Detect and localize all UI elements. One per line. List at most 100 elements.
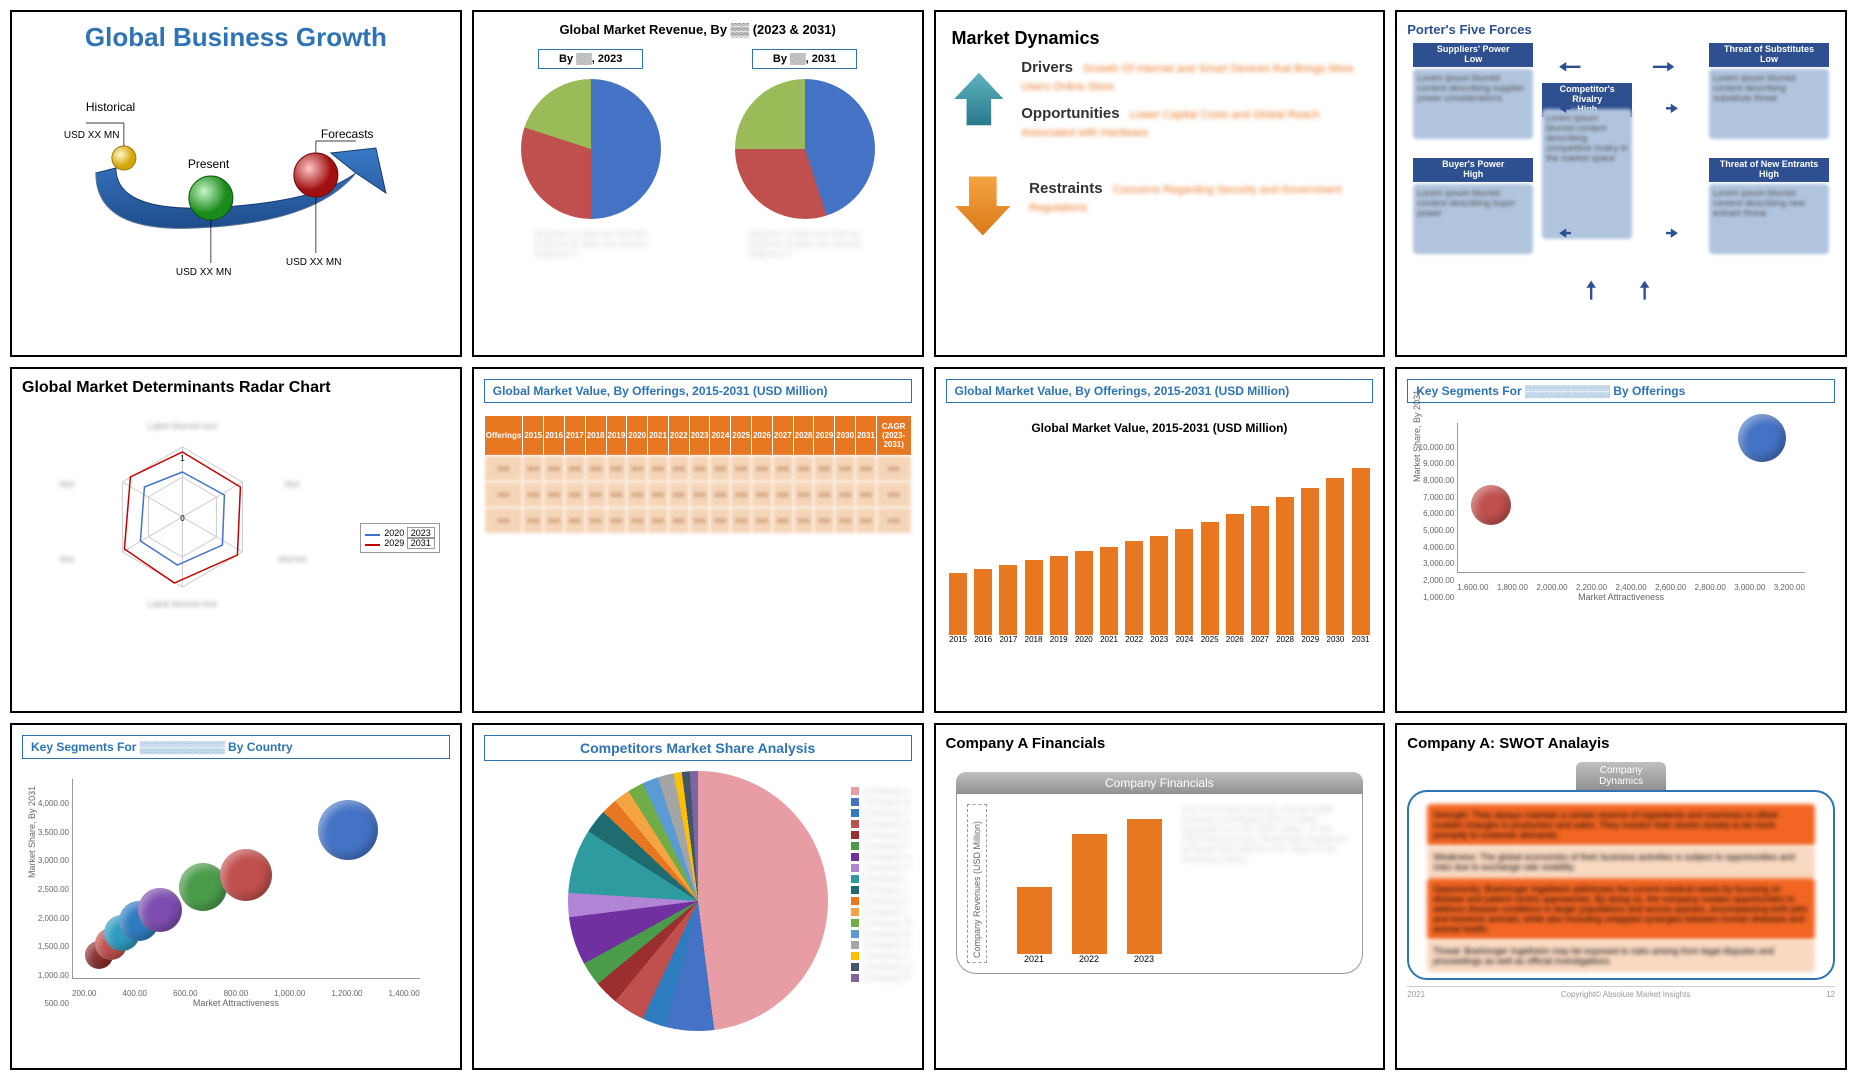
drivers-label: Drivers [1021, 59, 1073, 76]
present-value: USD XX MN [176, 267, 232, 278]
xaxis-label: Market Attractiveness [1407, 592, 1835, 602]
market-revenue-card: Global Market Revenue, By ▒▒ (2023 & 203… [472, 10, 924, 357]
svg-text:Label blurred text: Label blurred text [148, 599, 218, 609]
card1-title: Global Business Growth [22, 22, 450, 53]
financials-sidetext: Out of the total revenue, overall health… [1182, 804, 1353, 963]
pie-2023 [521, 79, 661, 219]
radar-legend: 2020 2023 2029 2031 [360, 523, 440, 553]
legend-item: Segment A label text blurred [534, 229, 648, 239]
svg-text:blur: blur [60, 479, 75, 489]
historical-value: USD XX MN [64, 130, 120, 141]
forecast-label: Forecasts [321, 127, 374, 141]
forecast-value: USD XX MN [286, 257, 342, 268]
segments-offerings-card: Key Segments For ▒▒▒▒▒▒▒▒▒▒ By Offerings… [1395, 367, 1847, 714]
svg-text:Label blurred text: Label blurred text [148, 421, 218, 431]
up-arrow-icon [946, 59, 1012, 139]
bar [1100, 547, 1118, 635]
bar [1201, 522, 1219, 635]
dashboard-grid: Global Business Growth [0, 0, 1857, 1080]
historical-label: Historical [86, 100, 135, 114]
bubble [1738, 414, 1786, 462]
radar-chart-card: Global Market Determinants Radar Chart 1… [10, 367, 462, 714]
bubble-area-offerings [1457, 423, 1805, 573]
bar [1301, 488, 1319, 634]
xticks: 1,600.001,800.002,000.002,200.002,400.00… [1457, 583, 1805, 592]
opportunities-label: Opportunities [1021, 105, 1119, 122]
footer-year: 2021 [1407, 990, 1425, 999]
svg-text:0: 0 [180, 514, 185, 523]
bar [1025, 560, 1043, 634]
card4-title: Porter's Five Forces [1407, 22, 1835, 37]
bar [974, 569, 992, 634]
bar [1251, 506, 1269, 634]
swot-tab: Company Dynamics [1576, 762, 1666, 790]
card2-title: Global Market Revenue, By ▒▒ (2023 & 203… [484, 22, 912, 37]
bar [949, 573, 967, 635]
card9-title: Key Segments For ▒▒▒▒▒▒▒▒▒▒ By Country [22, 735, 450, 759]
svg-text:blur: blur [285, 479, 300, 489]
legend-item: Segment A label text blurred [748, 229, 862, 239]
bar [1075, 551, 1093, 634]
market-value-table-card: Global Market Value, By Offerings, 2015-… [472, 367, 924, 714]
bubble-area-country [72, 779, 420, 979]
card12-title: Company A: SWOT Analayis [1407, 735, 1835, 752]
bar [1352, 468, 1370, 635]
porters-card: Porter's Five Forces Suppliers' PowerLow… [1395, 10, 1847, 357]
legend-item: Segment C [534, 249, 648, 259]
pie-a-legend: Segment A label text blurred Segment B l… [534, 229, 648, 259]
bar [1226, 514, 1244, 634]
competitors-pie [568, 771, 828, 1031]
legend-item: Segment C [748, 249, 862, 259]
restraints-label: Restraints [1029, 180, 1102, 197]
bubble [138, 888, 182, 932]
company-financials-card: Company A Financials Company Financials … [934, 723, 1386, 1070]
bar [1175, 529, 1193, 635]
offerings-table: Offerings2015201620172018201920202021202… [484, 415, 912, 534]
radar-svg: 1 0 Label blurred text blur blurred Labe… [22, 397, 343, 617]
present-label: Present [188, 157, 230, 171]
bar [1276, 497, 1294, 634]
legend-item: Segment B label text blurred [534, 239, 648, 249]
pie-b-legend: Segment A label text blurred Segment B l… [748, 229, 862, 259]
card7-box-title: Global Market Value, By Offerings, 2015-… [946, 379, 1374, 403]
xaxis-label: Market Attractiveness [22, 998, 450, 1008]
swot-footer: 2021 Copyright© Absolute Market Insights… [1407, 986, 1835, 999]
legend-item: Segment B label text blurred [748, 239, 862, 249]
market-value-bar-card: Global Market Value, By Offerings, 2015-… [934, 367, 1386, 714]
year-b-box: By ▒▒, 2031 [752, 49, 857, 69]
competitors-legend: Company ACompany BCompany CCompany DComp… [851, 785, 912, 984]
bubble [1471, 485, 1511, 525]
financials-ylabel: Company Revenues (USD Million) [967, 804, 987, 963]
down-arrow-icon [946, 166, 1020, 246]
bar [1326, 478, 1344, 634]
swot-body: Strength: They always maintain a certain… [1407, 790, 1835, 980]
bubble [220, 849, 272, 901]
growth-arrow-svg: Historical USD XX MN Present USD XX MN F… [22, 53, 450, 293]
card3-title: Market Dynamics [952, 28, 1374, 49]
card7-chart-title: Global Market Value, 2015-2031 (USD Mill… [946, 421, 1374, 435]
bar [1150, 536, 1168, 635]
card5-title: Global Market Determinants Radar Chart [22, 379, 450, 397]
segments-country-card: Key Segments For ▒▒▒▒▒▒▒▒▒▒ By Country 2… [10, 723, 462, 1070]
bubble [318, 800, 378, 860]
footer-copyright: Copyright© Absolute Market Insights [1561, 990, 1691, 999]
card10-title: Competitors Market Share Analysis [484, 735, 912, 761]
bar-chart-area [946, 455, 1374, 635]
year-a-box: By ▒▒, 2023 [538, 49, 643, 69]
bar [1050, 556, 1068, 635]
swot-card: Company A: SWOT Analayis Company Dynamic… [1395, 723, 1847, 1070]
footer-page: 12 [1826, 990, 1835, 999]
market-dynamics-card: Market Dynamics Drivers Growth Of Intern… [934, 10, 1386, 357]
card8-title: Key Segments For ▒▒▒▒▒▒▒▒▒▒ By Offerings [1407, 379, 1835, 403]
xticks: 200.00400.00600.00800.001,000.001,200.00… [72, 989, 420, 998]
svg-text:1: 1 [180, 454, 185, 463]
card11-title: Company A Financials [946, 735, 1374, 752]
bar [999, 565, 1017, 635]
financials-bars [1017, 804, 1162, 954]
bar [1125, 541, 1143, 634]
financials-years: 202120222023 [1017, 954, 1162, 964]
pie-2031 [735, 79, 875, 219]
bar-chart-xlabels: 2015201620172018201920202021202220232024… [946, 635, 1374, 644]
competitors-share-card: Competitors Market Share Analysis Compan… [472, 723, 924, 1070]
business-growth-card: Global Business Growth [10, 10, 462, 357]
